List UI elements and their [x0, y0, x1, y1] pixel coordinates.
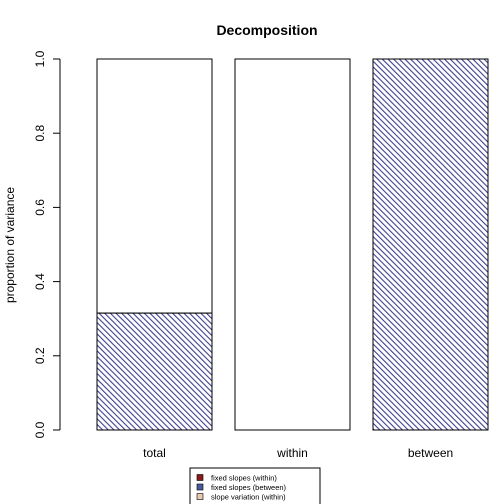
y-tick-label: 1.0 — [33, 50, 47, 67]
legend-label: slope variation (within) — [211, 493, 286, 502]
x-tick-label-within: within — [276, 446, 308, 460]
y-tick-label: 0.4 — [33, 273, 47, 290]
bar-between-fixed-slopes-between — [372, 58, 489, 431]
y-tick-label: 0.2 — [33, 347, 47, 364]
chart-title: Decomposition — [216, 22, 317, 38]
y-axis-label: proportion of variance — [3, 187, 17, 303]
y-tick-label: 0.6 — [33, 199, 47, 216]
x-tick-label-total: total — [143, 446, 166, 460]
legend-swatch — [196, 493, 204, 500]
legend-swatch — [196, 474, 204, 481]
legend-label: fixed slopes (within) — [211, 474, 277, 483]
y-tick-label: 0.8 — [33, 125, 47, 142]
bar-total-fixed-slopes-between — [96, 312, 213, 431]
legend-box — [189, 467, 321, 504]
bar-within-remaining — [234, 58, 351, 431]
y-axis: 0.0 0.2 0.4 0.6 0.8 1.0 — [33, 50, 61, 438]
x-tick-label-between: between — [408, 446, 453, 460]
bars-group — [96, 58, 489, 431]
legend-swatch — [196, 483, 204, 491]
y-tick-label: 0.0 — [33, 421, 47, 438]
legend: fixed slopes (within)fixed slopes (betwe… — [189, 467, 321, 504]
legend-label: fixed slopes (between) — [211, 483, 287, 492]
bar-total-remaining — [96, 58, 213, 314]
x-tick-labels: total within between — [143, 446, 453, 460]
